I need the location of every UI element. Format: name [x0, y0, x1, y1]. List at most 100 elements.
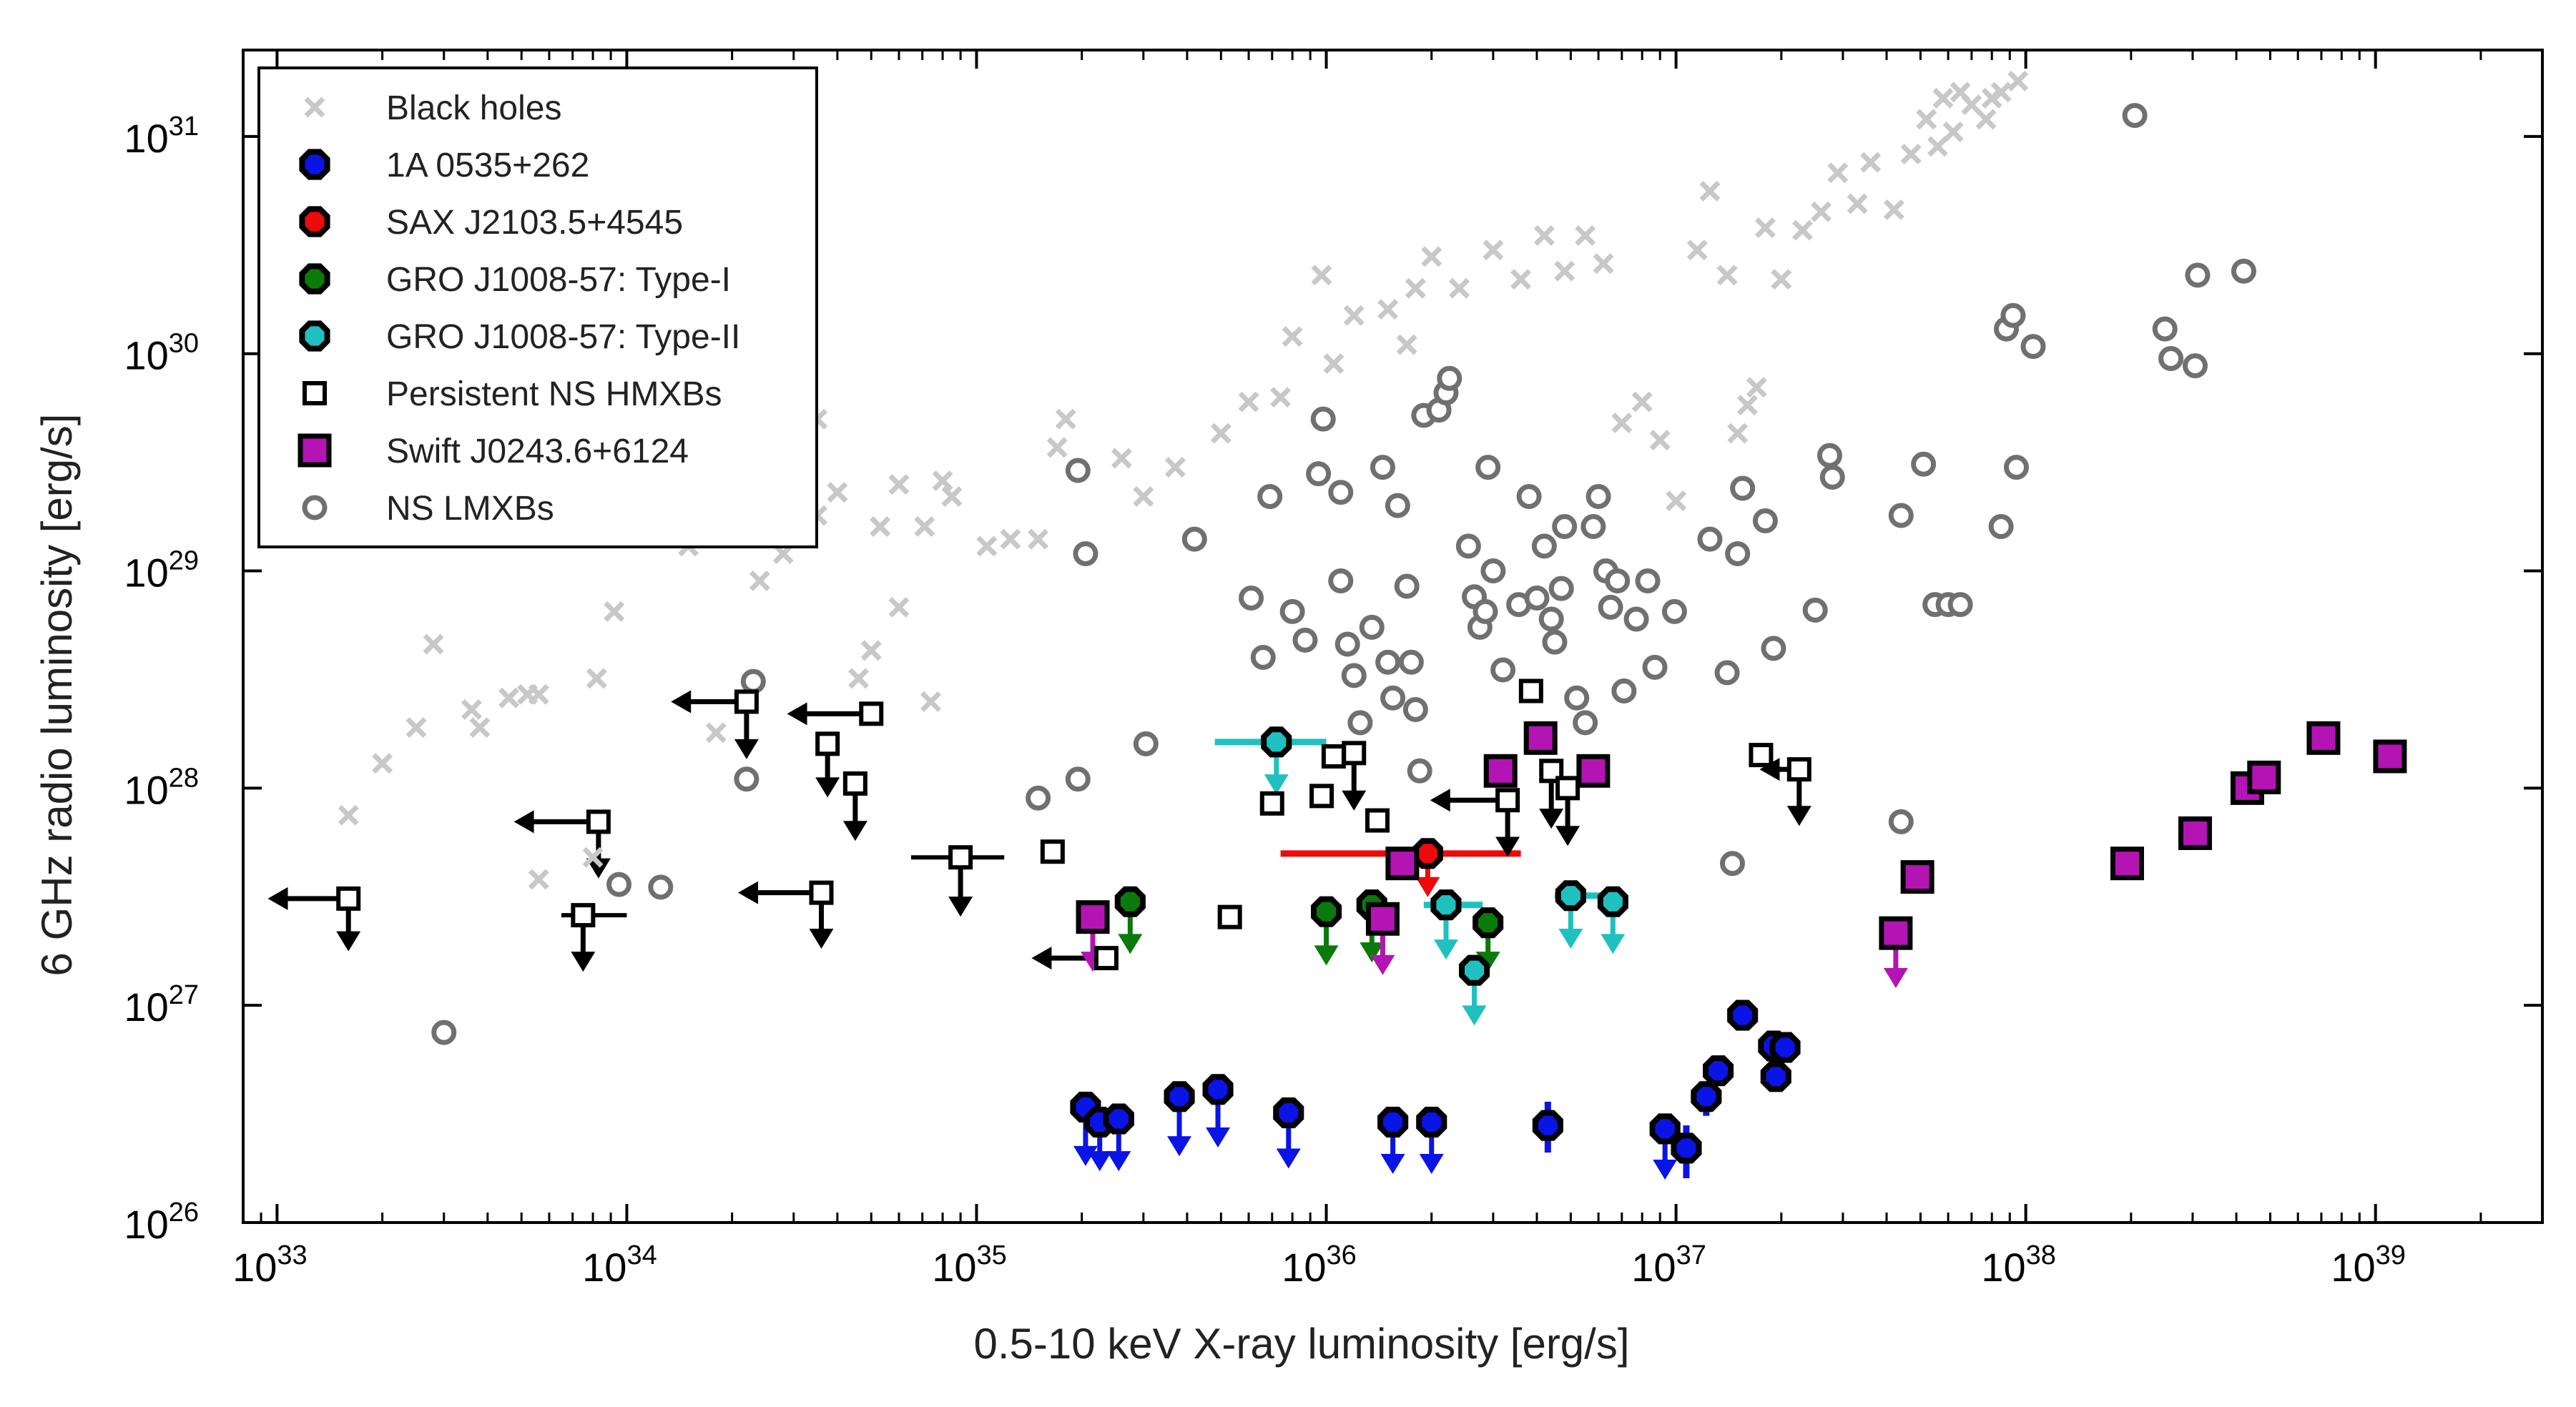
- legend-box: [257, 66, 818, 548]
- ns-lmxbs-point: [1580, 514, 1606, 540]
- black-holes-point: [860, 640, 882, 661]
- 1a-0535-262-point: [1691, 1081, 1722, 1112]
- swift-j0243-6-6124-point: [1385, 846, 1420, 881]
- black-holes-point: [1860, 152, 1882, 173]
- ns-lmxbs-point: [1394, 573, 1420, 599]
- persistent-ns-hmxbs-point: [1495, 788, 1520, 813]
- persistent-ns-hmxbs-point: [1539, 759, 1564, 784]
- y-axis-ticks: 1026 1027 1028 1029 1030 1031: [124, 112, 2542, 1247]
- ns-lmxbs-point: [606, 872, 632, 897]
- ns-lmxbs-point: [1490, 657, 1516, 683]
- black-holes-point: [1323, 353, 1344, 375]
- swift-j0243-6-6124-point: [2178, 816, 2212, 850]
- ns-lmxbs-point: [1911, 451, 1937, 477]
- ns-lmxbs-point: [1661, 598, 1687, 624]
- black-holes-point: [338, 804, 359, 826]
- black-holes-point: [1883, 199, 1904, 220]
- black-holes-point: [1238, 391, 1259, 413]
- ns-lmxbs-point: [1257, 484, 1283, 510]
- y-tick-label: 1029: [124, 546, 199, 596]
- black-holes-point: [1847, 193, 1868, 214]
- gro-j1008-57-type-i-point: [1311, 896, 1342, 927]
- black-holes-point: [1448, 277, 1470, 299]
- ns-lmxbs-point: [1548, 576, 1574, 601]
- ns-lmxbs-point: [1239, 586, 1264, 611]
- legend-label-gro-j1008-57-type-ii: GRO J1008-57: Type-II: [386, 318, 740, 356]
- x-tick-label: 1037: [1631, 1240, 1706, 1290]
- gro-j1008-57-type-ii-point: [1597, 886, 1628, 917]
- ns-lmxbs-point: [2158, 345, 2184, 371]
- ns-lmxbs-point: [1310, 406, 1336, 432]
- black-holes-point: [1754, 217, 1776, 239]
- ns-lmxbs-point: [1761, 636, 1786, 661]
- ns-lmxbs-point: [1531, 533, 1557, 559]
- black-holes-point: [1510, 269, 1532, 290]
- ns-lmxbs-point: [1133, 731, 1159, 756]
- ns-lmxbs-point: [2122, 102, 2148, 128]
- black-holes-point: [1111, 448, 1132, 469]
- black-holes-point: [1699, 180, 1721, 202]
- ns-lmxbs-point: [1065, 766, 1091, 792]
- black-holes-point: [1727, 423, 1749, 444]
- legend-label-black-holes: Black holes: [386, 89, 561, 127]
- black-holes-point: [1421, 246, 1442, 267]
- x-tick-label: 1035: [932, 1240, 1007, 1290]
- black-holes-point: [461, 698, 482, 720]
- black-holes-point: [1746, 377, 1767, 398]
- gro-j1008-57-type-i-point: [1473, 907, 1504, 939]
- persistent-ns-hmxbs-point: [1555, 776, 1580, 801]
- ns-lmxbs-point: [1819, 464, 1845, 490]
- x-tick-label: 1034: [582, 1240, 657, 1290]
- x-tick-label: 1033: [232, 1240, 308, 1290]
- black-holes-point: [1811, 201, 1832, 222]
- persistent-ns-hmxbs-point: [1309, 784, 1334, 809]
- black-holes-point: [1631, 391, 1653, 413]
- swift-j0243-6-6124-point: [2247, 760, 2281, 794]
- swift-j0243-6-6124-point: [2373, 739, 2407, 774]
- black-holes-point: [423, 633, 444, 655]
- ns-lmxbs-point: [1611, 678, 1637, 704]
- black-holes-point: [976, 535, 998, 557]
- swift-j0243-6-6124-point: [1076, 900, 1110, 934]
- ns-lmxbs-point: [1380, 685, 1406, 711]
- ns-lmxbs-point: [1635, 568, 1661, 593]
- ns-lmxbs-point: [1542, 629, 1568, 655]
- black-holes-point: [1981, 87, 2002, 109]
- ns-lmxbs-point: [1065, 458, 1091, 483]
- ns-lmxbs-point: [1524, 586, 1550, 611]
- swift-j0243-6-6124-point: [1523, 721, 1558, 755]
- ns-lmxbs-point: [2182, 353, 2208, 379]
- black-holes-point: [1270, 387, 1292, 408]
- 1a-0535-262-point: [1377, 1107, 1409, 1138]
- persistent-ns-hmxbs-point: [1786, 757, 1811, 782]
- ns-lmxbs-point: [1306, 461, 1332, 487]
- black-holes-point: [1210, 423, 1232, 444]
- black-holes-point: [1055, 408, 1076, 430]
- persistent-ns-hmxbs-point: [1040, 839, 1065, 864]
- black-holes-point: [1649, 430, 1671, 451]
- 1a-0535-262-point: [1532, 1110, 1563, 1141]
- black-holes-point: [1927, 136, 1948, 157]
- persistent-ns-hmxbs-point: [734, 689, 759, 714]
- 1a-0535-262-point: [1760, 1061, 1791, 1092]
- black-holes-point: [1311, 265, 1332, 286]
- black-holes-point: [1827, 162, 1849, 184]
- legend-label-gro-j1008-57-type-i: GRO J1008-57: Type-I: [386, 261, 731, 299]
- black-holes-point: [1736, 395, 1758, 416]
- x-axis-ticks: 1033 1034 1035 1036 1037 1038 1039: [232, 50, 2544, 1290]
- y-tick-label: 1031: [124, 112, 199, 161]
- legend-label-swift-j0243-6-6124: Swift J0243.6+6124: [386, 433, 689, 470]
- 1a-0535-262-point: [1103, 1103, 1134, 1135]
- hmxb-limit-arrow: [513, 810, 599, 834]
- ns-lmxbs-point: [1385, 493, 1410, 518]
- legend-marker-gro-j1008-57-type-i: [299, 263, 330, 295]
- ns-lmxbs-point: [1437, 365, 1462, 391]
- persistent-ns-hmxbs-point: [1217, 904, 1242, 929]
- black-holes-point: [528, 683, 549, 705]
- ns-lmxbs-point: [1552, 514, 1578, 540]
- x-tick-label: 1038: [1981, 1240, 2056, 1290]
- 1a-0535-262-point: [1202, 1074, 1234, 1105]
- ns-lmxbs-point: [1334, 631, 1360, 657]
- gro-j1008-57-type-ii-point: [1430, 889, 1462, 921]
